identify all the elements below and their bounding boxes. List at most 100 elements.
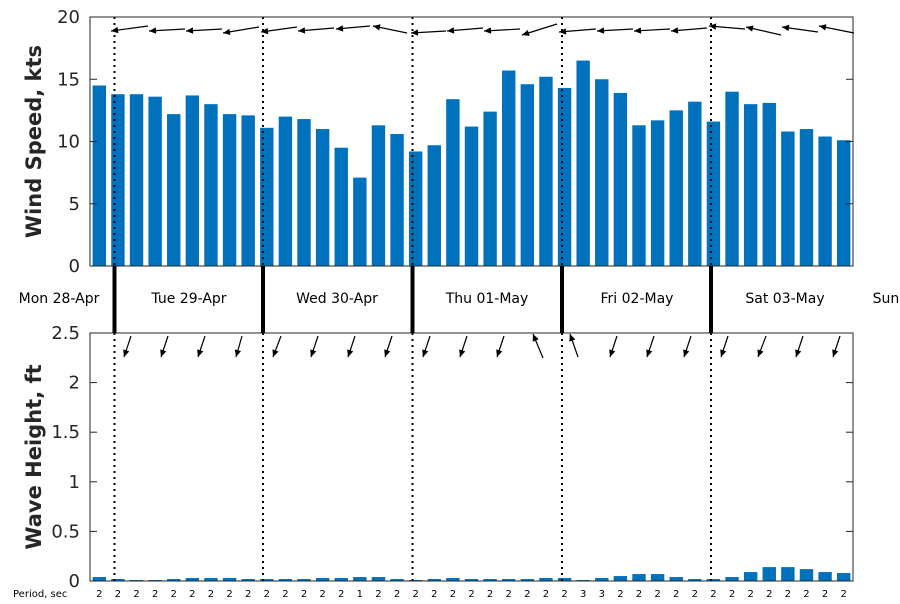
- wave-direction-arrow-10: [496, 335, 505, 358]
- wave-direction-arrow-13: [609, 335, 618, 358]
- wind-bar-38: [799, 129, 814, 266]
- period-value-37: 2: [785, 589, 791, 600]
- day-label-6: Sun: [873, 291, 900, 307]
- wind-direction-arrow-18: [781, 24, 819, 33]
- wind-ytick-label-3: 15: [57, 69, 80, 90]
- period-value-24: 2: [543, 589, 549, 600]
- period-value-35: 2: [747, 589, 753, 600]
- period-value-0: 2: [96, 589, 102, 600]
- wave-bar-9: [260, 579, 274, 581]
- wind-bar-37: [781, 131, 795, 266]
- wave-direction-arrow-15: [683, 335, 692, 358]
- wind-direction-arrow-12: [558, 28, 597, 35]
- wave-direction-arrow-3: [234, 335, 243, 358]
- wave-direction-arrow-7: [384, 335, 393, 358]
- wave-bar-0: [92, 577, 107, 581]
- wind-bar-34: [725, 91, 739, 266]
- wind-direction-arrow-13: [596, 27, 634, 34]
- period-value-33: 2: [710, 589, 716, 600]
- wave-direction-arrow-12: [569, 333, 579, 358]
- wind-bar-3: [148, 96, 162, 267]
- period-value-10: 2: [282, 589, 288, 600]
- wind-ylabel: Wind Speed, kts: [22, 45, 46, 238]
- wind-ytick-label-4: 20: [57, 7, 80, 28]
- wave-direction-arrow-18: [795, 335, 804, 358]
- wind-bar-19: [446, 99, 460, 266]
- wind-bar-27: [595, 79, 609, 266]
- period-value-5: 2: [189, 589, 195, 600]
- period-value-32: 2: [692, 589, 698, 600]
- wave-direction-arrow-2: [197, 335, 206, 358]
- wave-bar-33: [706, 579, 721, 581]
- period-value-11: 2: [301, 589, 307, 600]
- wave-bar-18: [427, 579, 441, 581]
- wave-ytick-label-0: 0: [69, 571, 80, 592]
- wind-direction-arrow-9: [446, 27, 484, 34]
- period-value-2: 2: [133, 589, 139, 600]
- wind-ytick-label-1: 5: [69, 194, 80, 215]
- period-value-17: 2: [412, 589, 418, 600]
- wind-bar-35: [743, 104, 758, 267]
- wave-bar-8: [241, 579, 255, 581]
- wind-bar-4: [167, 114, 181, 266]
- wind-direction-arrow-15: [670, 27, 708, 34]
- wind-direction-arrow-2: [185, 27, 223, 34]
- wave-bar-36: [762, 567, 776, 581]
- wave-bar-40: [837, 573, 851, 581]
- wind-ytick-label-0: 0: [69, 256, 80, 277]
- wave-bar-12: [315, 578, 330, 581]
- wind-direction-arrow-4: [260, 26, 298, 35]
- wave-bar-28: [613, 576, 628, 581]
- wind-bar-8: [241, 115, 255, 266]
- wind-bar-36: [762, 102, 776, 266]
- wave-bar-25: [557, 578, 572, 581]
- wave-direction-arrow-5: [310, 335, 319, 358]
- wave-bar-38: [799, 569, 814, 581]
- wave-bar-37: [781, 567, 795, 581]
- period-value-4: 2: [171, 589, 177, 600]
- wind-bar-28: [613, 92, 628, 266]
- period-value-29: 2: [636, 589, 642, 600]
- wind-bar-15: [371, 125, 386, 266]
- period-value-15: 2: [375, 589, 381, 600]
- wind-bar-10: [278, 116, 293, 266]
- wave-bar-39: [818, 572, 832, 581]
- period-value-38: 2: [803, 589, 809, 600]
- wind-bar-33: [706, 121, 721, 266]
- wind-ytick-label-2: 10: [57, 132, 80, 153]
- wave-bar-20: [464, 579, 479, 581]
- wave-bar-4: [167, 579, 181, 581]
- period-value-9: 2: [264, 589, 270, 600]
- wind-direction-arrow-11: [521, 23, 558, 36]
- wave-bar-27: [595, 578, 609, 581]
- wave-direction-arrow-16: [720, 335, 729, 358]
- period-value-3: 2: [152, 589, 158, 600]
- period-value-30: 2: [654, 589, 660, 600]
- period-label: Period, sec: [13, 589, 67, 600]
- wave-bar-29: [632, 574, 646, 581]
- wind-bar-26: [576, 60, 590, 266]
- wind-bar-14: [353, 177, 367, 266]
- wave-direction-arrow-0: [123, 335, 132, 358]
- period-value-12: 2: [319, 589, 325, 600]
- wind-direction-arrow-14: [633, 27, 671, 34]
- day-label-3: Thu 01-May: [445, 291, 529, 307]
- wind-bar-5: [185, 95, 200, 266]
- wind-direction-arrow-0: [110, 25, 149, 34]
- wind-bar-7: [222, 114, 237, 266]
- wind-bar-1: [111, 94, 125, 266]
- day-label-0: Mon 28-Apr: [19, 291, 100, 307]
- wind-bar-32: [688, 101, 702, 266]
- wind-bar-21: [483, 111, 497, 267]
- wind-bar-12: [315, 129, 330, 266]
- period-value-1: 2: [115, 589, 121, 600]
- wind-bar-6: [204, 104, 218, 267]
- wave-direction-arrow-17: [757, 335, 767, 358]
- wave-direction-arrow-4: [272, 335, 282, 358]
- wind-direction-arrow-6: [335, 25, 371, 32]
- period-value-13: 2: [338, 589, 344, 600]
- wave-bar-23: [520, 579, 535, 581]
- period-value-36: 2: [766, 589, 772, 600]
